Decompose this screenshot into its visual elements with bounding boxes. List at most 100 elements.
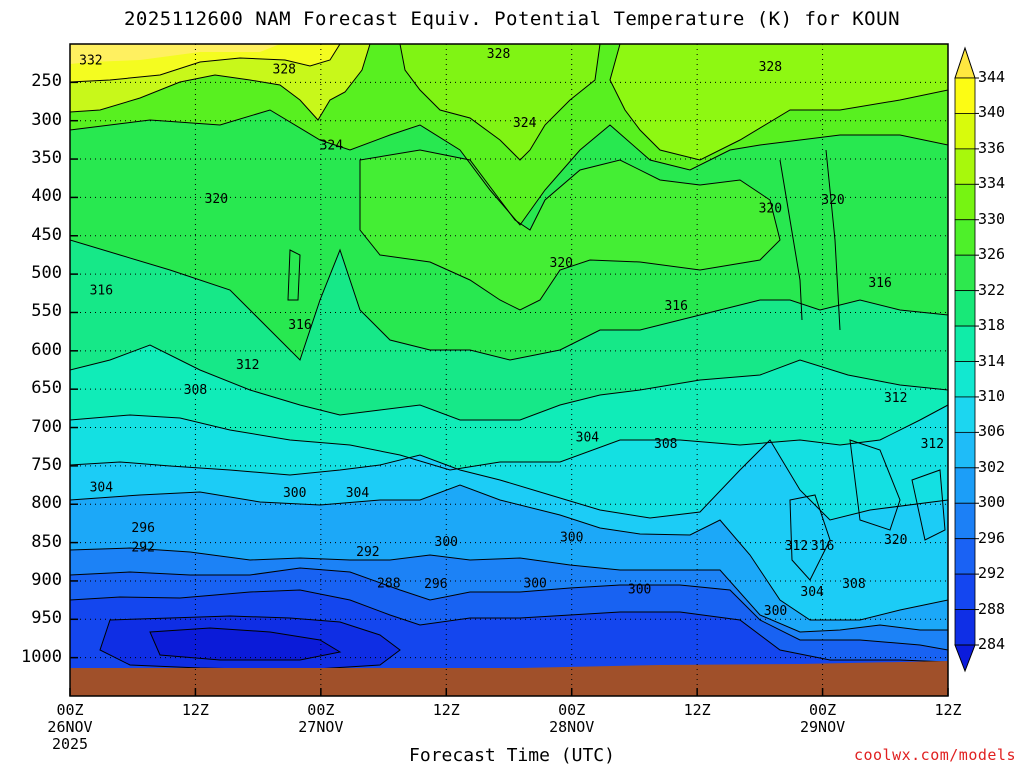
colorbar-label: 292: [978, 564, 1006, 583]
colorbar-swatch: [954, 538, 976, 575]
contour-label: 332: [79, 53, 102, 68]
x-tick-line: 12Z: [934, 701, 962, 719]
x-tick-line: 00Z: [558, 701, 586, 719]
contour-line: [70, 439, 948, 521]
x-tick-label: 12Z: [396, 702, 496, 719]
contour-label: 300: [560, 530, 583, 545]
x-tick-line: 29NOV: [799, 718, 846, 736]
colorbar-swatch: [954, 325, 976, 362]
x-tick-line: 00Z: [307, 701, 335, 719]
colorbar-label: 322: [978, 280, 1006, 299]
contour-labels: 3323283283283243243203203203203163163163…: [79, 47, 944, 619]
y-tick-label: 550: [31, 301, 62, 322]
field-upper-center-lime: [400, 44, 600, 160]
colorbar-bottom-arrow: [954, 644, 976, 673]
colorbar-swatch: [954, 361, 976, 398]
colorbar-label: 302: [978, 457, 1006, 476]
colorbar-swatch: [954, 573, 976, 610]
colorbar-swatch: [954, 502, 976, 540]
colorbar-label: 326: [978, 245, 1006, 264]
colorbar-label: 296: [978, 528, 1006, 547]
colorbar-swatch: [954, 148, 976, 185]
contour-line: [70, 404, 948, 471]
contour-label: 308: [842, 577, 865, 592]
contour-line: [149, 627, 342, 661]
contour-label: 316: [868, 276, 891, 291]
contour-label: 304: [576, 431, 600, 446]
contour-line: [70, 44, 341, 83]
x-tick-line: 12Z: [181, 701, 209, 719]
colorbar-label: 344: [978, 68, 1006, 86]
grid-lines: [70, 44, 948, 696]
contour-label: 328: [759, 60, 782, 75]
contour-label: 300: [764, 604, 787, 619]
y-tick-label: 250: [31, 71, 62, 92]
contour-line: [399, 44, 601, 161]
x-tick-label: 12Z: [647, 702, 747, 719]
contour-label: 320: [884, 533, 907, 548]
x-tick-line: 2025: [51, 735, 89, 753]
contour-label: 316: [288, 318, 311, 333]
x-tick-line: 26NOV: [47, 718, 93, 736]
contour-line: [70, 344, 948, 421]
contour-line: [789, 494, 831, 581]
x-tick-line: 00Z: [809, 701, 837, 719]
y-tick-label: 650: [31, 378, 62, 399]
contour-label: 316: [811, 539, 834, 554]
y-tick-label: 600: [31, 339, 62, 360]
contour-line: [911, 469, 946, 541]
contour-line: [70, 239, 948, 361]
contour-label: 300: [523, 576, 546, 591]
y-tick-label: 850: [31, 531, 62, 552]
colorbar-label: 314: [978, 351, 1006, 370]
contour-line: [359, 149, 781, 311]
contour-label: 320: [550, 256, 573, 271]
contour-label: 292: [131, 540, 154, 555]
y-tick-label: 400: [31, 186, 62, 207]
contour-label: 304: [800, 585, 824, 600]
contour-line: [779, 159, 803, 321]
contour-label: 288: [377, 576, 400, 591]
colorbar-label: 310: [978, 386, 1006, 405]
y-tick-label: 800: [31, 493, 62, 514]
x-axis-title: Forecast Time (UTC): [409, 745, 615, 766]
y-tick-label: 450: [31, 224, 62, 245]
contour-label: 308: [654, 437, 677, 452]
y-tick-label: 500: [31, 263, 62, 284]
contour-label: 320: [821, 193, 844, 208]
y-tick-label: 700: [31, 416, 62, 437]
y-tick-label: 350: [31, 148, 62, 169]
contour-label: 292: [356, 545, 379, 560]
contour-line: [70, 109, 948, 226]
contour-label: 324: [320, 138, 344, 153]
y-tick-label: 300: [31, 109, 62, 130]
x-tick-label: 00Z 29NOV: [773, 702, 873, 736]
y-tick-label: 900: [31, 569, 62, 590]
field-upper-yellow3: [70, 44, 280, 64]
contour-label: 312: [785, 539, 808, 554]
colorbar-swatch: [954, 254, 976, 292]
contour-lines: [70, 44, 948, 671]
colorbar-label: 340: [978, 103, 1006, 122]
contour-line: [70, 589, 948, 663]
colorbar-label: 300: [978, 493, 1006, 512]
colorbar-swatch: [954, 77, 976, 114]
contour-label: 300: [435, 535, 458, 550]
axis-ticks: [69, 81, 949, 696]
colorbar-swatch: [954, 183, 976, 221]
contour-label: 304: [346, 486, 370, 501]
y-tick-label: 1000: [21, 646, 62, 667]
plot-area: 3323283283283243243203203203203163163163…: [70, 44, 948, 696]
colorbar-label: 306: [978, 422, 1006, 441]
contour-label: 328: [273, 63, 296, 78]
y-tick-label: 950: [31, 608, 62, 629]
credit-text: coolwx.com/models: [853, 746, 1016, 764]
x-tick-line: 28NOV: [549, 718, 595, 736]
contour-label: 312: [236, 358, 259, 373]
contour-line: [849, 439, 901, 531]
contour-label: 300: [283, 486, 306, 501]
colorbar-swatch: [954, 609, 976, 646]
colorbar-label: 318: [978, 316, 1006, 335]
contour-line: [287, 249, 301, 301]
